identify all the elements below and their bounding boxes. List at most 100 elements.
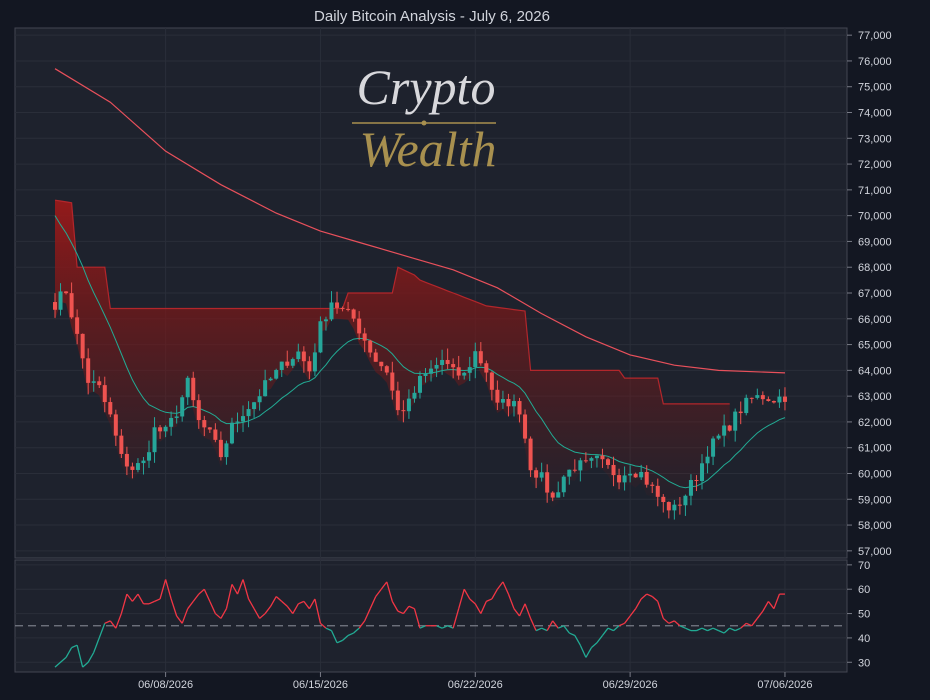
- candle-body: [556, 492, 561, 498]
- price-tick-label: 68,000: [858, 262, 892, 274]
- indicator-segment: [751, 618, 758, 627]
- indicator-segment: [596, 635, 603, 644]
- indicator-segment: [662, 617, 670, 624]
- price-tick-label: 71,000: [858, 185, 892, 197]
- candle-body: [733, 411, 738, 431]
- candle-body: [705, 456, 710, 464]
- indicator-segment: [380, 581, 388, 590]
- indicator-segment: [452, 608, 460, 629]
- candle-body: [235, 421, 240, 423]
- candle-body: [257, 396, 262, 403]
- candle-body: [484, 363, 489, 373]
- resistance-edge: [54, 199, 730, 405]
- indicator-segment: [569, 632, 576, 637]
- candlesticks: [53, 282, 787, 520]
- candle-body: [727, 425, 732, 431]
- candle-body: [130, 466, 135, 470]
- candle-body: [113, 414, 118, 436]
- candle-body: [500, 399, 505, 403]
- indicator-segment: [756, 610, 764, 619]
- candle-body: [456, 367, 461, 376]
- candle-body: [213, 429, 218, 440]
- watermark-dot: [421, 120, 427, 126]
- indicator-segment: [236, 579, 244, 595]
- candle-body: [285, 361, 290, 366]
- indicator-segment: [259, 613, 266, 619]
- candle-body: [340, 307, 345, 309]
- indicator-segment: [330, 630, 338, 644]
- indicator-segment: [624, 615, 631, 624]
- indicator-segment: [286, 605, 294, 614]
- candle-body: [539, 472, 544, 478]
- candle-body: [158, 427, 163, 432]
- indicator-segment: [734, 627, 741, 632]
- indicator-tick-label: 70: [858, 560, 870, 572]
- indicator-segment: [391, 601, 399, 612]
- price-tick-label: 72,000: [858, 159, 892, 171]
- candle-body: [417, 375, 422, 393]
- indicator-segment: [629, 608, 637, 617]
- candle-body: [589, 458, 594, 461]
- candle-body: [290, 359, 295, 366]
- candle-body: [318, 321, 323, 353]
- candle-body: [75, 317, 80, 334]
- indicator-segment: [441, 625, 448, 629]
- candle-body: [561, 476, 566, 493]
- candle-body: [91, 381, 96, 383]
- indicator-segment: [347, 632, 354, 637]
- indicator-segment: [723, 627, 731, 634]
- candle-body: [711, 438, 716, 457]
- indicator-segment: [402, 605, 410, 614]
- indicator-segment: [220, 608, 227, 619]
- price-axis: 57,000 58,000 59,000 60,000 61,000 62,000 63,0…: [847, 30, 892, 558]
- indicator-segment: [474, 603, 482, 614]
- candle-body: [379, 361, 384, 367]
- candle-body: [124, 453, 129, 467]
- watermark: Crypto Wealth: [352, 59, 497, 177]
- candle-body: [578, 460, 583, 471]
- indicator-segment: [419, 625, 426, 629]
- candle-body: [572, 469, 577, 471]
- indicator-segment: [618, 622, 625, 627]
- indicator-segment: [82, 661, 89, 668]
- candle-body: [666, 502, 671, 511]
- candle-body: [346, 308, 351, 310]
- date-tick-label: 06/08/2026: [138, 679, 193, 691]
- indicator-axis: 30 40 50 60 70: [847, 560, 870, 669]
- candle-body: [755, 395, 760, 398]
- indicator-segment: [71, 644, 78, 649]
- candle-body: [545, 472, 550, 493]
- candle-body: [268, 378, 273, 381]
- indicator-segment: [518, 603, 526, 617]
- indicator-tick-label: 50: [858, 609, 870, 621]
- indicator-segment: [65, 647, 73, 658]
- candle-body: [434, 364, 439, 369]
- indicator-segment: [176, 615, 183, 624]
- indicator-tick-label: 30: [858, 657, 870, 669]
- indicator-segment: [126, 593, 133, 602]
- candle-body: [329, 302, 334, 320]
- price-tick-label: 66,000: [858, 314, 892, 326]
- indicator-segment: [491, 588, 498, 600]
- indicator-segment: [552, 620, 559, 629]
- price-tick-label: 75,000: [858, 82, 892, 94]
- date-tick-label: 06/29/2026: [603, 679, 658, 691]
- candle-body: [368, 340, 373, 353]
- price-tick-label: 59,000: [858, 494, 892, 506]
- indicator-segment: [247, 598, 255, 610]
- candle-body: [677, 504, 682, 506]
- indicator-segment: [646, 593, 653, 598]
- candle-body: [119, 435, 124, 454]
- indicator-segment: [270, 596, 277, 607]
- indicator-segment: [242, 579, 250, 600]
- candle-body: [169, 417, 174, 427]
- candle-body: [423, 373, 428, 376]
- indicator-segment: [745, 622, 753, 627]
- candle-body: [196, 400, 201, 421]
- candle-body: [760, 395, 765, 400]
- candle-body: [716, 435, 721, 439]
- indicator-segment: [436, 625, 443, 629]
- candle-body: [263, 380, 268, 397]
- indicator-segment: [159, 579, 167, 600]
- candle-body: [738, 411, 743, 414]
